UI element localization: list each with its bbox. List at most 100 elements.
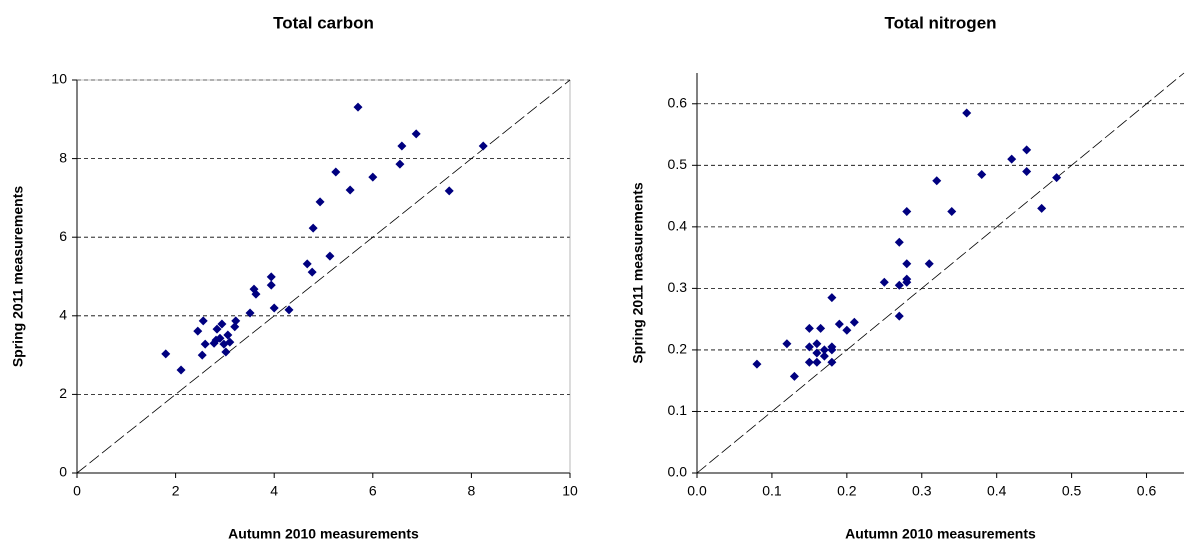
y-axis-label: Spring 2011 measurements [630, 182, 646, 364]
point [353, 102, 363, 112]
x-tick-label: 0.2 [837, 483, 857, 499]
y-tick-label: 4 [59, 307, 67, 323]
point [962, 108, 972, 118]
point [932, 176, 942, 186]
point [827, 293, 837, 303]
point [752, 359, 762, 369]
x-tick-label: 0.3 [912, 483, 932, 499]
y-tick-label: 0.3 [668, 279, 688, 295]
y-tick-label: 2 [59, 385, 67, 401]
point [211, 335, 221, 345]
point [269, 303, 279, 313]
y-tick-label: 10 [51, 71, 67, 87]
point [827, 342, 837, 352]
point [161, 349, 171, 359]
chart-title: Total carbon [273, 13, 374, 32]
identity-line [76, 79, 571, 474]
point [308, 223, 318, 233]
point [812, 339, 822, 349]
point [266, 280, 276, 290]
point [924, 259, 934, 269]
x-tick-label: 0.4 [987, 483, 1007, 499]
point [251, 289, 261, 299]
x-tick-label: 0.5 [1062, 483, 1082, 499]
x-tick-label: 0.6 [1137, 483, 1157, 499]
x-tick-label: 0.0 [687, 483, 707, 499]
point [315, 197, 325, 207]
x-axis-label: Autumn 2010 measurements [228, 526, 419, 542]
point [221, 347, 231, 357]
point [902, 274, 912, 284]
x-tick-label: 0 [73, 483, 81, 499]
point [879, 277, 889, 287]
point [816, 323, 826, 333]
point [231, 316, 241, 326]
point [894, 311, 904, 321]
y-axis-label: Spring 2011 measurements [10, 186, 26, 368]
x-tick-label: 8 [468, 483, 476, 499]
point [245, 308, 255, 318]
point [894, 237, 904, 247]
point [819, 345, 829, 355]
y-tick-label: 8 [59, 149, 67, 165]
point [804, 342, 814, 352]
point [804, 357, 814, 367]
point [977, 170, 987, 180]
identity-line [696, 72, 1185, 474]
point [217, 319, 227, 329]
point [1052, 173, 1062, 183]
point [368, 172, 378, 182]
point [331, 167, 341, 177]
point [834, 319, 844, 329]
y-tick-label: 0.1 [668, 402, 688, 418]
point [827, 357, 837, 367]
point [842, 325, 852, 335]
point [200, 339, 210, 349]
point [782, 339, 792, 349]
point [307, 267, 317, 277]
point [804, 323, 814, 333]
point [1022, 166, 1032, 176]
y-tick-label: 0.2 [668, 341, 688, 357]
x-tick-label: 6 [369, 483, 377, 499]
point [1007, 154, 1017, 164]
y-tick-label: 0.4 [668, 218, 688, 234]
point [230, 322, 240, 332]
point [284, 305, 294, 315]
point [894, 280, 904, 290]
point [478, 141, 488, 151]
point [819, 351, 829, 361]
y-tick-label: 6 [59, 228, 67, 244]
point [266, 272, 276, 282]
point [176, 365, 186, 375]
point [397, 141, 407, 151]
point [198, 316, 208, 326]
point [197, 350, 207, 360]
point [1022, 145, 1032, 155]
point [849, 317, 859, 327]
point [212, 324, 222, 334]
point [812, 348, 822, 358]
point [411, 129, 421, 139]
point [947, 206, 957, 216]
y-tick-label: 0.5 [668, 156, 688, 172]
point [902, 259, 912, 269]
y-tick-label: 0.0 [668, 464, 688, 480]
point [812, 357, 822, 367]
chart-title: Total nitrogen [884, 13, 996, 32]
point [345, 185, 355, 195]
y-tick-label: 0 [59, 464, 67, 480]
point [1037, 203, 1047, 213]
point [395, 159, 405, 169]
point [902, 206, 912, 216]
point [789, 371, 799, 381]
point [193, 326, 203, 336]
point [444, 186, 454, 196]
x-axis-label: Autumn 2010 measurements [845, 526, 1036, 542]
point [225, 337, 235, 347]
y-tick-label: 0.6 [668, 94, 688, 110]
point [223, 330, 233, 340]
point [302, 259, 312, 269]
